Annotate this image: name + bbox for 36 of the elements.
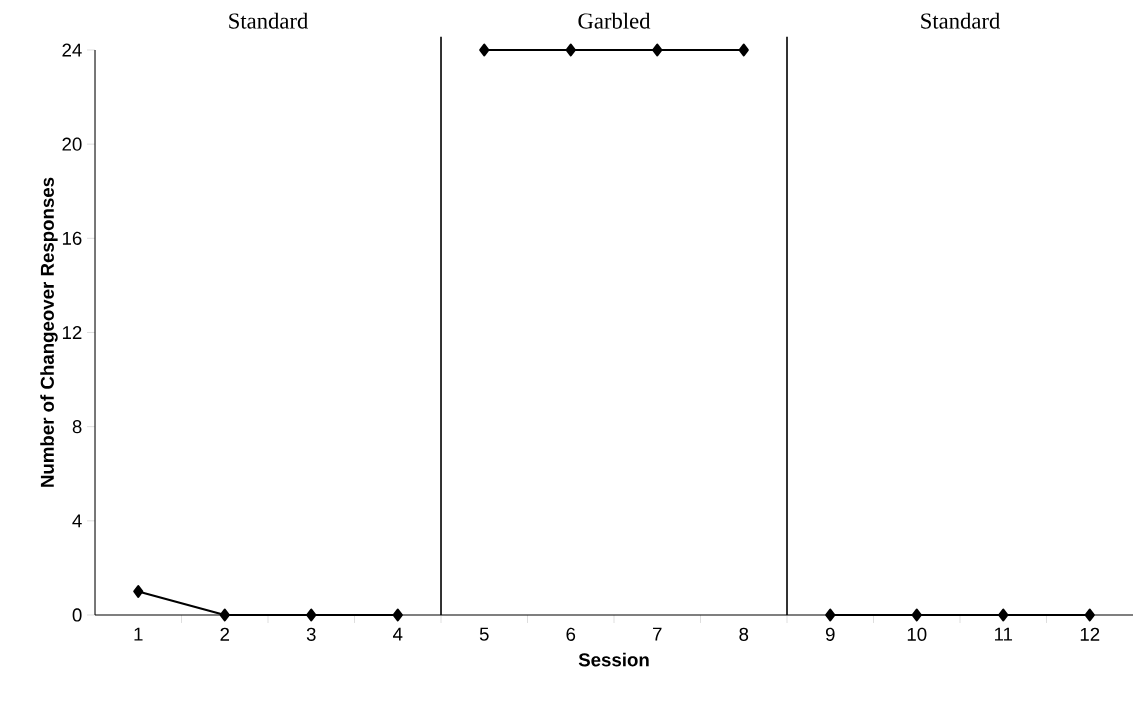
x-tick-label: 12 [1080, 627, 1100, 641]
x-tick-label: 7 [653, 627, 662, 641]
point [911, 608, 922, 622]
y-tick-label: 12 [62, 325, 82, 339]
point [219, 608, 230, 622]
x-tick-label: 11 [994, 627, 1013, 641]
y-tick-label: 4 [72, 514, 82, 528]
x-tick-label: 10 [907, 627, 927, 641]
x-tick-label: 1 [134, 627, 143, 641]
x-tick-label: 6 [566, 627, 576, 641]
point [738, 43, 749, 57]
point [479, 43, 490, 57]
y-tick-label: 20 [62, 137, 82, 151]
point [392, 608, 403, 622]
x-tick-label: 5 [479, 627, 489, 641]
y-tick-label: 0 [72, 608, 82, 622]
y-tick-label: 24 [62, 43, 82, 57]
x-tick-label: 4 [392, 627, 403, 641]
point [306, 608, 317, 622]
y-tick-label: 8 [72, 420, 82, 434]
x-tick-label: 8 [739, 627, 749, 641]
point [652, 43, 663, 57]
text: Standard [921, 12, 1001, 29]
x-tick-label: 3 [306, 627, 316, 641]
point [1084, 608, 1095, 622]
x-tick-label: 9 [825, 627, 835, 641]
x-axis-title: Session [578, 652, 649, 667]
x-tick-label: 2 [220, 627, 230, 641]
point [998, 608, 1009, 622]
text: Standard [229, 12, 309, 29]
text: Garbled [578, 12, 651, 29]
point [565, 43, 576, 57]
point [133, 585, 144, 598]
y-tick-label: 16 [62, 231, 82, 245]
y-axis-title: Number of Changeover Responses [40, 177, 58, 487]
point [825, 608, 836, 622]
